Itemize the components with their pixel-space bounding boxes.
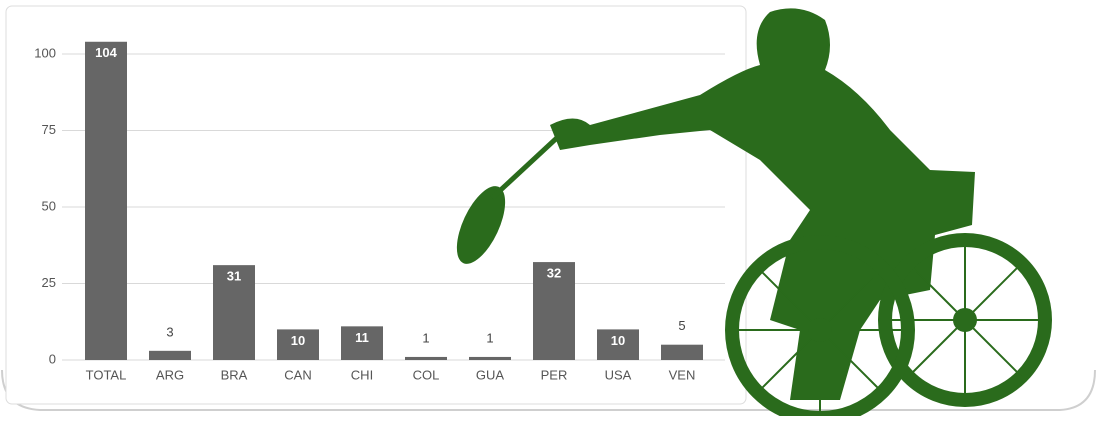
x-tick-label: GUA — [476, 367, 505, 382]
bar — [149, 350, 191, 360]
bar — [213, 265, 255, 360]
hub-right — [953, 308, 977, 332]
data-label: 5 — [678, 318, 685, 333]
bar — [405, 356, 447, 360]
plot-area: 0255075100TOTAL104ARG3BRA31CAN10CHI11COL… — [34, 41, 725, 382]
player-silhouette — [550, 8, 975, 401]
data-label: 3 — [166, 324, 173, 339]
wheelchair-badminton-illustration — [456, 8, 1052, 421]
bar — [661, 344, 703, 360]
data-label: 1 — [422, 330, 429, 345]
bar — [85, 41, 127, 360]
y-tick-label: 50 — [42, 198, 56, 213]
x-tick-label: USA — [605, 367, 632, 382]
x-tick-label: TOTAL — [86, 367, 127, 382]
racket-handle — [490, 133, 562, 200]
x-tick-label: CHI — [351, 367, 373, 382]
data-label: 32 — [547, 266, 561, 281]
x-tick-label: COL — [413, 367, 440, 382]
x-tick-label: CAN — [284, 367, 311, 382]
x-tick-label: VEN — [669, 367, 696, 382]
data-label: 10 — [291, 333, 305, 348]
data-label: 1 — [486, 330, 493, 345]
x-tick-label: BRA — [221, 367, 248, 382]
bar — [533, 262, 575, 360]
data-label: 11 — [355, 330, 369, 345]
bar — [469, 356, 511, 360]
x-tick-label: PER — [541, 367, 568, 382]
y-tick-label: 75 — [42, 122, 56, 137]
y-tick-label: 25 — [42, 275, 56, 290]
racket-head — [456, 186, 506, 264]
data-label: 31 — [227, 269, 241, 284]
bar — [277, 329, 319, 360]
bar — [341, 326, 383, 360]
data-label: 10 — [611, 333, 625, 348]
bar — [597, 329, 639, 360]
y-tick-label: 0 — [49, 351, 56, 366]
y-tick-label: 100 — [34, 45, 56, 60]
data-label: 104 — [95, 45, 117, 60]
x-tick-label: ARG — [156, 367, 184, 382]
hub-left — [808, 318, 832, 342]
